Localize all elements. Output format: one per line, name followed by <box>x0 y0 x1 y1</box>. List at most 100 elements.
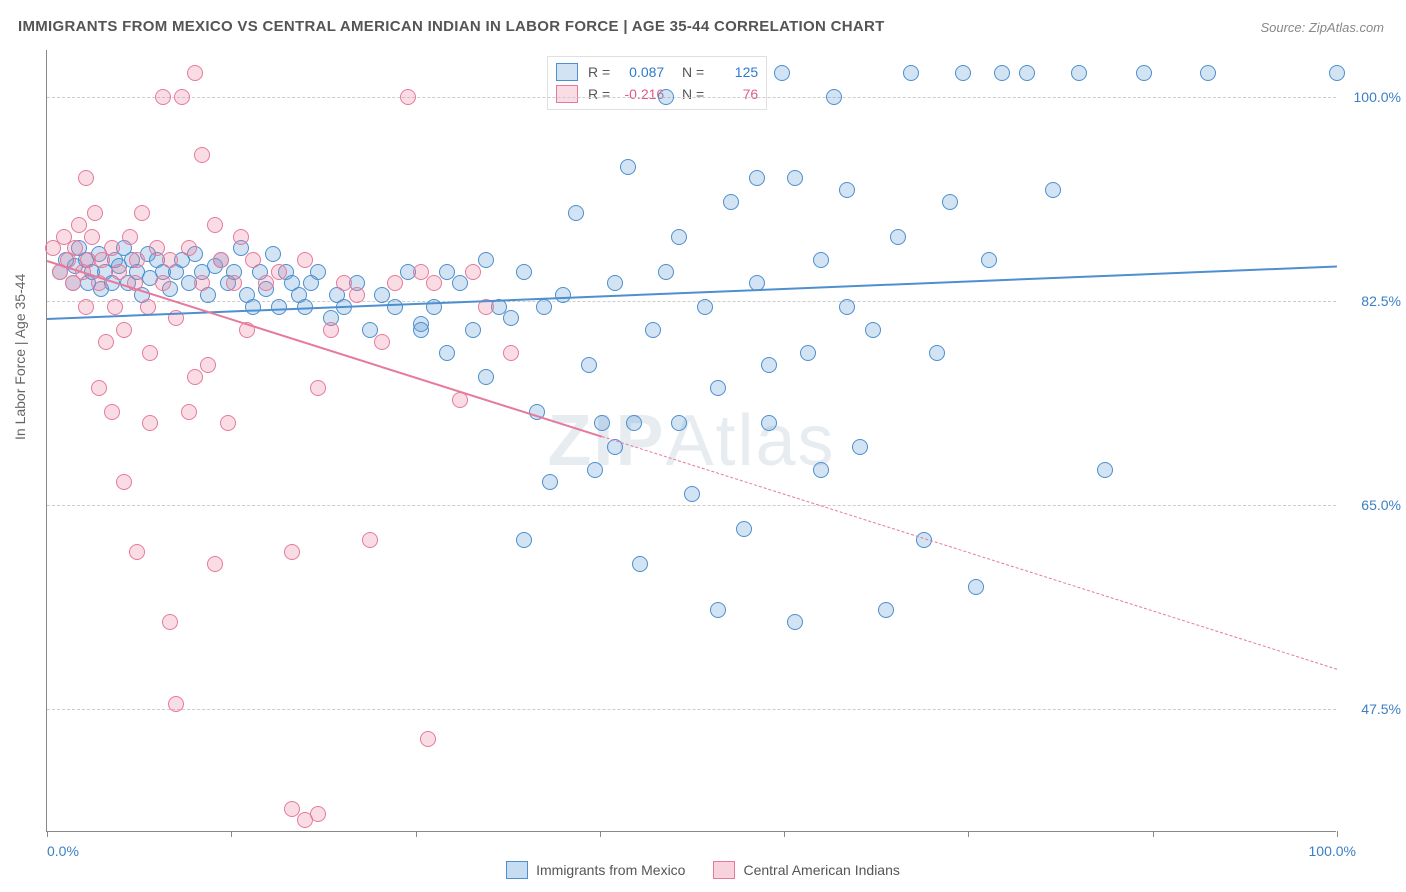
data-point <box>207 556 223 572</box>
data-point <box>271 264 287 280</box>
data-point <box>452 275 468 291</box>
data-point <box>220 415 236 431</box>
legend-item: Immigrants from Mexico <box>506 861 685 879</box>
x-tick <box>600 831 601 837</box>
y-tick-label: 82.5% <box>1341 293 1401 309</box>
data-point <box>555 287 571 303</box>
data-point <box>645 322 661 338</box>
legend-label: Central American Indians <box>743 862 899 878</box>
x-tick-label: 0.0% <box>47 843 79 859</box>
data-point <box>1329 65 1345 81</box>
data-point <box>71 217 87 233</box>
x-tick <box>47 831 48 837</box>
data-point <box>994 65 1010 81</box>
data-point <box>761 357 777 373</box>
gridline <box>47 505 1336 506</box>
data-point <box>465 322 481 338</box>
data-point <box>723 194 739 210</box>
data-point <box>168 696 184 712</box>
data-point <box>142 415 158 431</box>
data-point <box>478 369 494 385</box>
data-point <box>658 264 674 280</box>
legend-stat-row: R = -0.216 N = 76 <box>556 83 758 105</box>
data-point <box>91 380 107 396</box>
data-point <box>787 170 803 186</box>
data-point <box>420 731 436 747</box>
data-point <box>942 194 958 210</box>
data-point <box>710 602 726 618</box>
data-point <box>149 240 165 256</box>
x-tick <box>416 831 417 837</box>
data-point <box>284 544 300 560</box>
data-point <box>87 205 103 221</box>
data-point <box>736 521 752 537</box>
x-tick <box>784 831 785 837</box>
data-point <box>310 380 326 396</box>
data-point <box>78 170 94 186</box>
data-point <box>697 299 713 315</box>
x-tick-label: 100.0% <box>1309 843 1356 859</box>
legend-stat-row: R = 0.087 N = 125 <box>556 61 758 83</box>
data-point <box>122 229 138 245</box>
data-point <box>104 240 120 256</box>
data-point <box>245 252 261 268</box>
data-point <box>297 252 313 268</box>
data-point <box>181 404 197 420</box>
data-point <box>181 240 197 256</box>
data-point <box>749 170 765 186</box>
gridline <box>47 97 1336 98</box>
data-point <box>594 415 610 431</box>
stat-r-label: R = <box>588 64 610 80</box>
data-point <box>265 246 281 262</box>
gridline <box>47 709 1336 710</box>
data-point <box>142 345 158 361</box>
data-point <box>200 357 216 373</box>
data-point <box>187 65 203 81</box>
data-point <box>439 264 455 280</box>
data-point <box>336 275 352 291</box>
data-point <box>207 217 223 233</box>
stat-n-label: N = <box>674 64 704 80</box>
data-point <box>187 369 203 385</box>
data-point <box>826 89 842 105</box>
data-point <box>174 89 190 105</box>
data-point <box>98 334 114 350</box>
stat-n-value: 125 <box>708 64 758 80</box>
data-point <box>903 65 919 81</box>
data-point <box>620 159 636 175</box>
x-tick <box>1153 831 1154 837</box>
data-point <box>374 334 390 350</box>
data-point <box>271 299 287 315</box>
data-point <box>1097 462 1113 478</box>
data-point <box>1200 65 1216 81</box>
data-point <box>587 462 603 478</box>
x-tick <box>231 831 232 837</box>
data-point <box>310 806 326 822</box>
trend-line <box>47 260 602 438</box>
data-point <box>349 287 365 303</box>
chart-title: IMMIGRANTS FROM MEXICO VS CENTRAL AMERIC… <box>18 18 885 35</box>
data-point <box>107 299 123 315</box>
legend-label: Immigrants from Mexico <box>536 862 685 878</box>
data-point <box>981 252 997 268</box>
data-point <box>134 205 150 221</box>
data-point <box>813 252 829 268</box>
y-tick-label: 65.0% <box>1341 497 1401 513</box>
legend-swatch <box>506 861 528 879</box>
data-point <box>671 229 687 245</box>
stat-n-value: 76 <box>708 86 758 102</box>
data-point <box>84 229 100 245</box>
data-point <box>542 474 558 490</box>
data-point <box>426 275 442 291</box>
data-point <box>568 205 584 221</box>
data-point <box>710 380 726 396</box>
gridline <box>47 301 1336 302</box>
x-tick <box>968 831 969 837</box>
data-point <box>162 614 178 630</box>
stats-legend: R = 0.087 N = 125R = -0.216 N = 76 <box>547 56 767 110</box>
legend-swatch <box>556 63 578 81</box>
data-point <box>684 486 700 502</box>
data-point <box>155 89 171 105</box>
data-point <box>129 544 145 560</box>
data-point <box>258 275 274 291</box>
